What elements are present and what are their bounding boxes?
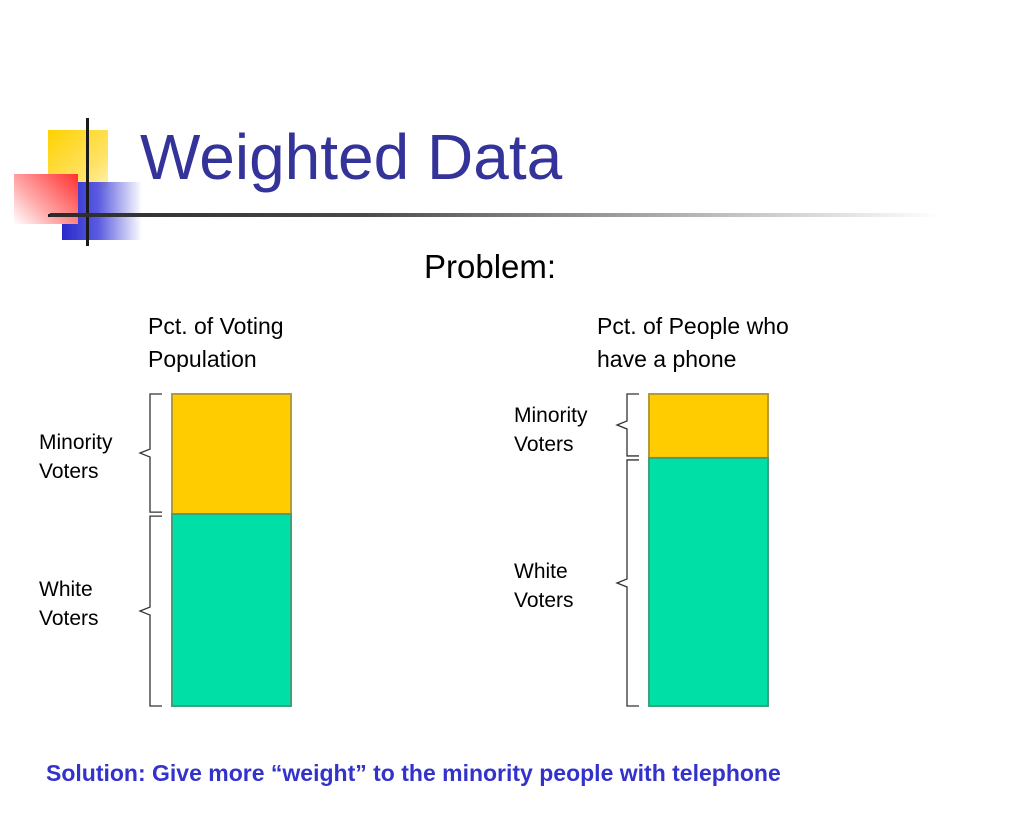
- left-white-label-line1: White: [39, 578, 93, 601]
- right-minority-segment: [648, 393, 769, 459]
- right-heading-line2: have a phone: [597, 346, 737, 372]
- left-column-heading: Pct. of Voting Population: [148, 310, 284, 376]
- slide-title: Weighted Data: [140, 121, 563, 193]
- left-minority-segment: [171, 393, 292, 516]
- left-white-segment: [171, 513, 292, 707]
- right-white-label-line2: Voters: [514, 589, 574, 612]
- solution-text: Solution: Give more “weight” to the mino…: [46, 760, 781, 786]
- left-minority-bracket: [138, 393, 162, 513]
- left-white-label: White Voters: [39, 575, 99, 633]
- right-white-bracket: [615, 459, 639, 707]
- right-white-label-line1: White: [514, 560, 568, 583]
- right-heading-line1: Pct. of People who: [597, 313, 789, 339]
- right-minority-label: Minority Voters: [514, 401, 588, 459]
- right-white-label: White Voters: [514, 557, 574, 615]
- left-minority-label-line2: Voters: [39, 460, 99, 483]
- right-minority-label-line1: Minority: [514, 404, 588, 427]
- slide-subtitle: Problem:: [424, 248, 557, 285]
- decorative-squares-logo: [0, 110, 150, 260]
- left-heading-line1: Pct. of Voting: [148, 313, 284, 339]
- left-heading-line2: Population: [148, 346, 257, 372]
- title-underline: [50, 213, 940, 217]
- logo-vertical-line: [86, 118, 89, 246]
- left-white-label-line2: Voters: [39, 607, 99, 630]
- left-white-bracket: [138, 515, 162, 707]
- right-white-segment: [648, 456, 769, 707]
- right-minority-bracket: [615, 393, 639, 457]
- right-minority-label-line2: Voters: [514, 433, 574, 456]
- right-column-heading: Pct. of People who have a phone: [597, 310, 789, 376]
- left-minority-label-line1: Minority: [39, 431, 113, 454]
- left-minority-label: Minority Voters: [39, 428, 113, 486]
